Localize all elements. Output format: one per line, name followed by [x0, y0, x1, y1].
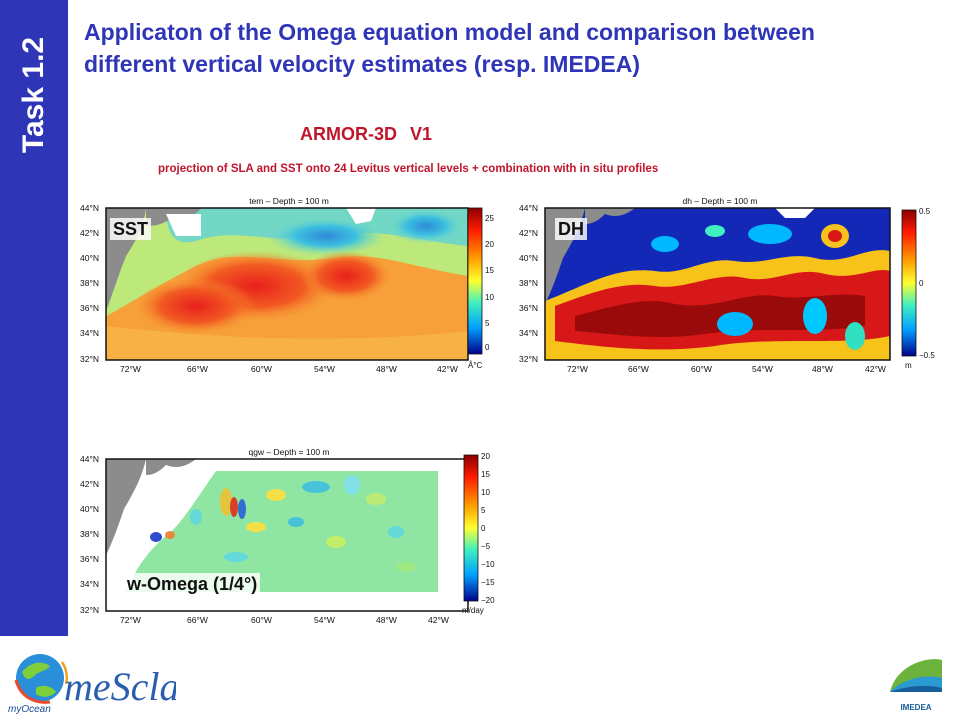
dh-colorbar-tick: −0.5	[919, 351, 935, 360]
omega-colorbar-tick: −20	[481, 596, 495, 605]
method-note: projection of SLA and SST onto 24 Levitu…	[158, 163, 659, 175]
sst-map-title: tem – Depth = 100 m	[249, 196, 329, 206]
sst-colorbar-ticks: 25 20 15 10 5 0 Å°C	[468, 214, 494, 370]
omega-lon-tick: 42°W	[428, 615, 449, 625]
dh-lon-tick: 60°W	[691, 364, 712, 374]
omega-colorbar-tick: 5	[481, 506, 486, 515]
imedea-wave-icon: IMEDEA	[890, 659, 942, 712]
omega-lon-tick: 72°W	[120, 615, 141, 625]
side-band: Task 1.2	[0, 0, 68, 636]
mescla-text: meScla	[64, 664, 176, 709]
omega-lat-tick: 40°N	[80, 504, 99, 514]
omega-colorbar-unit: m/day	[462, 606, 484, 615]
omega-map-panel: 44°N 42°N 40°N 38°N 36°N 34°N 32°N 72°W …	[76, 447, 501, 627]
omega-colorbar-tick: 0	[481, 524, 486, 533]
dh-lon-tick: 42°W	[865, 364, 886, 374]
omega-map-title: qgw – Depth = 100 m	[248, 447, 329, 457]
dh-colorbar-ticks: 0.5 0 −0.5 m	[905, 207, 935, 370]
dh-map: 44°N 42°N 40°N 38°N 36°N 34°N 32°N 72°W …	[519, 196, 935, 374]
slide-title: Applicaton of the Omega equation model a…	[84, 16, 884, 80]
sst-lat-axis: 44°N 42°N 40°N 38°N 36°N 34°N 32°N	[80, 203, 99, 364]
sst-lon-tick: 42°W	[437, 364, 458, 374]
dh-lat-tick: 32°N	[519, 354, 538, 364]
omega-lon-axis: 72°W 66°W 60°W 54°W 48°W 42°W	[120, 615, 449, 625]
sst-lon-tick: 60°W	[251, 364, 272, 374]
omega-lat-tick: 44°N	[80, 454, 99, 464]
sst-lon-tick: 66°W	[187, 364, 208, 374]
dh-colorbar-unit: m	[905, 361, 912, 370]
sst-colorbar-unit: Å°C	[468, 361, 483, 370]
dh-lat-tick: 42°N	[519, 228, 538, 238]
omega-colorbar-ticks: 20 15 10 5 0 −5 −10 −15 −20 m/day	[462, 452, 495, 615]
omega-lat-tick: 34°N	[80, 579, 99, 589]
sst-colorbar-tick: 10	[485, 293, 494, 302]
omega-map: 44°N 42°N 40°N 38°N 36°N 34°N 32°N 72°W …	[80, 447, 495, 625]
imedea-logo: IMEDEA	[886, 652, 946, 716]
sst-lon-tick: 48°W	[376, 364, 397, 374]
omega-colorbar-tick: 20	[481, 452, 490, 461]
dh-map-title: dh – Depth = 100 m	[683, 196, 758, 206]
sst-lon-tick: 72°W	[120, 364, 141, 374]
sst-colorbar	[467, 207, 483, 355]
sst-lat-tick: 34°N	[80, 328, 99, 338]
omega-lat-tick: 32°N	[80, 605, 99, 615]
mescla-logo: myOcean meScla	[6, 648, 180, 716]
sst-map: 44°N 42°N 40°N 38°N 36°N 34°N 32°N 72°W …	[80, 196, 494, 374]
sst-lon-axis: 72°W 66°W 60°W 54°W 48°W 42°W	[120, 364, 458, 374]
dh-lon-tick: 72°W	[567, 364, 588, 374]
sst-colorbar-tick: 15	[485, 266, 494, 275]
sst-label: SST	[110, 218, 152, 240]
dh-lon-tick: 66°W	[628, 364, 649, 374]
sst-colorbar-tick: 0	[485, 343, 490, 352]
sst-lat-tick: 36°N	[80, 303, 99, 313]
title-line-1: Applicaton of the Omega equation model a…	[84, 19, 815, 45]
myocean-text: myOcean	[8, 704, 51, 715]
omega-colorbar	[463, 454, 479, 602]
omega-lat-tick: 42°N	[80, 479, 99, 489]
sst-lat-tick: 40°N	[80, 253, 99, 263]
dh-lat-tick: 34°N	[519, 328, 538, 338]
dh-lat-tick: 44°N	[519, 203, 538, 213]
dh-colorbar-tick: 0	[919, 279, 924, 288]
title-line-2: different vertical velocity estimates (r…	[84, 51, 641, 77]
sst-lat-tick: 38°N	[80, 278, 99, 288]
omega-lat-tick: 36°N	[80, 554, 99, 564]
subtitle: ARMOR-3D V1	[300, 124, 433, 144]
task-label: Task 1.2	[17, 36, 50, 154]
dh-colorbar	[901, 209, 917, 357]
dh-label: DH	[555, 218, 587, 240]
dh-lat-tick: 38°N	[519, 278, 538, 288]
sst-lat-tick: 32°N	[80, 354, 99, 364]
omega-lon-tick: 48°W	[376, 615, 397, 625]
sst-colorbar-tick: 5	[485, 319, 490, 328]
omega-colorbar-tick: −5	[481, 542, 491, 551]
sst-map-panel: 44°N 42°N 40°N 38°N 36°N 34°N 32°N 72°W …	[76, 196, 501, 376]
omega-lon-tick: 54°W	[314, 615, 335, 625]
sst-colorbar-tick: 20	[485, 240, 494, 249]
omega-label: w-Omega (1/4°)	[124, 573, 261, 595]
sst-lat-tick: 44°N	[80, 203, 99, 213]
dh-lon-axis: 72°W 66°W 60°W 54°W 48°W 42°W	[567, 364, 886, 374]
omega-lon-tick: 66°W	[187, 615, 208, 625]
omega-colorbar-tick: 10	[481, 488, 490, 497]
omega-colorbar-tick: −10	[481, 560, 495, 569]
dh-lat-axis: 44°N 42°N 40°N 38°N 36°N 34°N 32°N	[519, 203, 538, 364]
omega-lat-tick: 38°N	[80, 529, 99, 539]
dh-lat-tick: 40°N	[519, 253, 538, 263]
dh-colorbar-tick: 0.5	[919, 207, 931, 216]
omega-colorbar-tick: −15	[481, 578, 495, 587]
sst-lat-tick: 42°N	[80, 228, 99, 238]
dh-lon-tick: 54°W	[752, 364, 773, 374]
myocean-globe-icon: myOcean meScla	[8, 654, 180, 715]
dh-lon-tick: 48°W	[812, 364, 833, 374]
dh-map-panel: 44°N 42°N 40°N 38°N 36°N 34°N 32°N 72°W …	[515, 196, 945, 376]
omega-lon-tick: 60°W	[251, 615, 272, 625]
sst-colorbar-tick: 25	[485, 214, 494, 223]
sst-lon-tick: 54°W	[314, 364, 335, 374]
dh-lat-tick: 36°N	[519, 303, 538, 313]
omega-lat-axis: 44°N 42°N 40°N 38°N 36°N 34°N 32°N	[80, 454, 99, 615]
omega-colorbar-tick: 15	[481, 470, 490, 479]
imedea-text: IMEDEA	[900, 703, 931, 712]
